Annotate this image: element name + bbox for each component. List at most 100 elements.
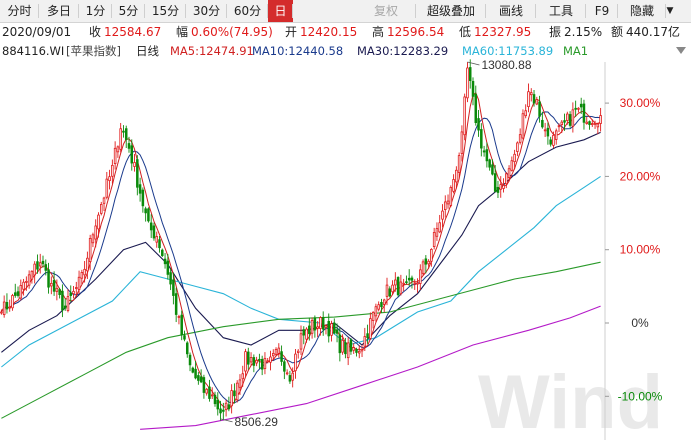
candle-down — [396, 276, 400, 297]
period-toolbar: 分时 多日 1分 5分 15分 30分 60分日 复权 超级叠加 画线 工具 F9 隐藏 ▼ — [0, 0, 691, 23]
candle-up — [432, 227, 436, 250]
watermark: Wind — [478, 360, 663, 442]
legend-ma60: MA60:11753.89 — [462, 44, 554, 58]
candle-up — [111, 159, 114, 184]
candle-up — [11, 293, 14, 311]
candle-down — [491, 159, 494, 176]
candle-up — [72, 285, 75, 299]
candle-down — [493, 165, 497, 193]
legend-code: 884116.WI — [2, 44, 65, 58]
candle-up — [377, 301, 380, 312]
candle-up — [244, 348, 247, 377]
candle-down — [52, 271, 56, 296]
candle-down — [191, 366, 195, 374]
candle-down — [355, 347, 358, 357]
candle-up — [0, 309, 3, 315]
candle-down — [124, 125, 128, 149]
candle-down — [563, 113, 566, 131]
chevron-down-icon[interactable]: ▼ — [666, 6, 674, 16]
candle-up — [83, 261, 86, 283]
tab-13[interactable]: F9 — [594, 4, 610, 18]
candle-down — [222, 402, 225, 421]
candle-up — [224, 399, 228, 417]
candle-up — [382, 298, 386, 313]
candle-down — [61, 284, 64, 318]
quote-date: 2020/09/01 — [2, 25, 72, 39]
tab-14[interactable]: 隐藏 — [629, 4, 654, 18]
candle-down — [252, 354, 256, 373]
candle-up — [457, 152, 461, 180]
candle-down — [405, 275, 408, 285]
candle-down — [468, 59, 472, 89]
candle-up — [466, 62, 469, 103]
candle-down — [172, 272, 175, 305]
candle-down — [546, 122, 550, 145]
tab-12[interactable]: 工具 — [548, 4, 573, 18]
candle-up — [566, 111, 569, 125]
candle-down — [588, 120, 591, 130]
candle-up — [435, 222, 439, 241]
candle-up — [108, 169, 111, 190]
candle-down — [44, 259, 48, 276]
tab-5[interactable]: 15分 — [151, 4, 180, 18]
tab-1[interactable]: 分时 — [7, 4, 32, 18]
max-price-label: 13080.88 — [481, 58, 531, 72]
close-label: 收 — [89, 25, 102, 39]
low-value: 12327.95 — [474, 25, 532, 39]
candle-down — [474, 85, 478, 126]
legend-name: [苹果指数] — [66, 44, 121, 58]
tab-11[interactable]: 画线 — [498, 4, 523, 18]
toolbar-divider — [267, 4, 268, 18]
candle-down — [199, 369, 203, 384]
candle-up — [463, 93, 466, 141]
candle-down — [260, 355, 264, 376]
candle-down — [180, 310, 183, 341]
toolbar-divider — [535, 4, 536, 18]
candle-up — [427, 259, 430, 269]
candle-up — [241, 365, 245, 387]
candle-up — [352, 343, 355, 354]
tab-2[interactable]: 多日 — [46, 4, 71, 18]
candle-down — [247, 347, 250, 370]
candle-up — [299, 325, 303, 355]
candle-down — [58, 287, 61, 299]
candle-up — [277, 343, 281, 358]
candle-up — [346, 337, 350, 366]
change-value: 0.60%(74.95) — [191, 25, 273, 39]
candle-down — [388, 286, 392, 298]
toolbar-divider — [665, 4, 666, 18]
tab-8[interactable]: 日 — [268, 0, 293, 22]
candle-down — [366, 324, 369, 344]
high-value: 12596.54 — [387, 25, 445, 39]
tab-3[interactable]: 1分 — [85, 4, 106, 18]
candle-up — [443, 195, 447, 218]
candle-down — [549, 136, 552, 147]
candle-down — [127, 136, 131, 153]
candle-down — [63, 298, 67, 311]
triangle-down-icon[interactable] — [676, 47, 686, 54]
candle-up — [319, 316, 322, 336]
candle-down — [161, 248, 164, 258]
candle-down — [122, 125, 125, 138]
y-tick-label: 30.00% — [620, 96, 661, 110]
toolbar-divider — [38, 4, 39, 18]
tab-7[interactable]: 60分 — [233, 4, 262, 18]
amplitude-label: 振 — [549, 25, 562, 39]
tab-10[interactable]: 超级叠加 — [426, 4, 475, 18]
toolbar-divider — [185, 4, 186, 18]
candle-up — [291, 367, 294, 388]
tab-6[interactable]: 30分 — [192, 4, 221, 18]
candle-down — [338, 327, 342, 362]
candle-up — [330, 320, 333, 342]
toolbar-divider — [292, 4, 293, 18]
candle-up — [66, 289, 70, 313]
candle-down — [169, 268, 172, 291]
candle-down — [380, 298, 383, 313]
candle-up — [510, 156, 514, 172]
candle-down — [219, 400, 222, 421]
candle-up — [529, 88, 533, 102]
tab-4[interactable]: 5分 — [118, 4, 139, 18]
candle-down — [227, 396, 231, 412]
candle-down — [480, 123, 483, 157]
